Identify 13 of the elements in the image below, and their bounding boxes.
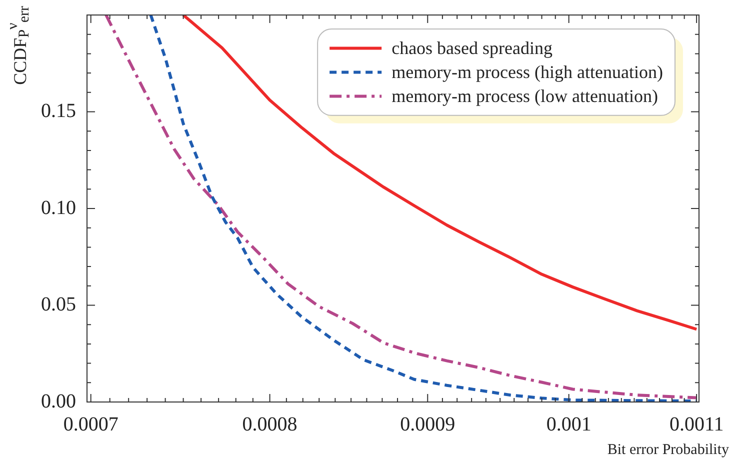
legend-label: chaos based spreading [392, 38, 553, 58]
y-tick-label: 0.15 [41, 100, 76, 122]
x-axis-title: Bit error Probability [607, 442, 730, 458]
y-tick-label: 0.00 [41, 390, 76, 412]
x-tick-label: 0.0008 [242, 413, 298, 436]
legend-label: memory-m process (high attenuation) [392, 62, 664, 82]
x-tick-label: 0.0007 [63, 413, 118, 436]
x-tick-label: 0.0009 [400, 413, 456, 436]
x-tick-label: 0.0011 [669, 413, 724, 436]
y-tick-label: 0.05 [41, 294, 76, 316]
legend-label: memory-m process (low attenuation) [392, 86, 658, 106]
x-tick-label: 0.001 [546, 413, 592, 436]
y-tick-label: 0.10 [41, 196, 76, 219]
